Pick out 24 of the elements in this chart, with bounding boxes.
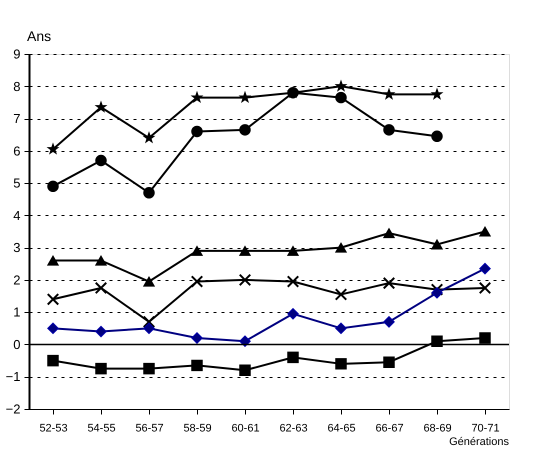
y-tick-label: 9 [13, 46, 20, 62]
x-tick-label: 64-65 [327, 422, 356, 434]
y-tick-label: −1 [6, 369, 20, 384]
y-tick-label: 4 [13, 208, 20, 223]
x-tick-label: 56-57 [135, 422, 164, 434]
y-tick-label: −2 [6, 402, 20, 416]
y-tick-label: 2 [13, 272, 20, 288]
y-tick-label: 5 [13, 176, 20, 191]
y-tick-label: 6 [13, 143, 20, 158]
x-tick-label: 54-55 [87, 422, 116, 434]
y-tick-label: 1 [13, 304, 20, 320]
y-tick-label: 0 [13, 336, 20, 352]
x-tick-label: 68-69 [423, 422, 452, 434]
y-tick-label: 7 [13, 111, 20, 126]
x-tick-label: 58-59 [183, 422, 212, 434]
x-tick-label: 66-67 [375, 422, 404, 434]
x-tick-label: 52-53 [39, 422, 68, 434]
x-axis-title: Générations [449, 436, 510, 448]
x-tick-label: 60-61 [231, 422, 260, 434]
y-axis-title: Ans [27, 28, 52, 44]
x-tick-label: 62-63 [279, 422, 308, 434]
y-tick-label: 3 [13, 240, 20, 256]
y-tick-label: 8 [13, 78, 20, 94]
x-tick-label: 70-71 [471, 422, 500, 434]
